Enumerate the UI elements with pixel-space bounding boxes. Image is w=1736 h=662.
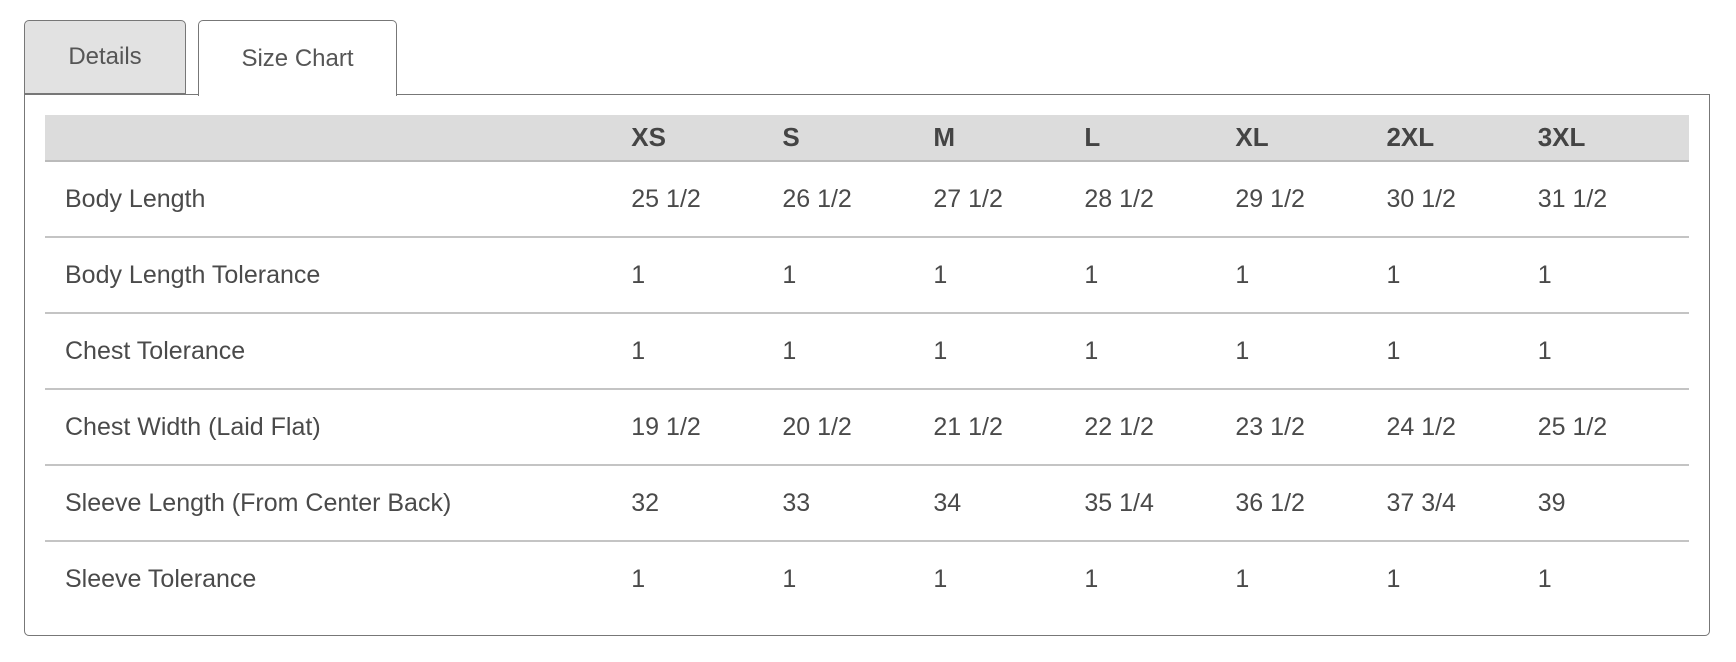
measurement-cell: 31 1/2 (1537, 161, 1689, 238)
header-cell-size: 3XL (1537, 115, 1689, 162)
measurement-cell: 37 3/4 (1386, 465, 1538, 542)
measurement-cell: 21 1/2 (933, 389, 1085, 466)
measurement-cell: 25 1/2 (1537, 389, 1689, 466)
measurement-cell: 1 (1235, 564, 1250, 593)
row-label: Chest Tolerance (45, 313, 632, 390)
measurement-cell: 35 1/4 (1084, 465, 1236, 542)
tab-label: Size Chart (241, 44, 354, 72)
measurement-cell: 1 (782, 237, 934, 314)
measurement-cell: 19 1/2 (631, 389, 783, 466)
measurement-cell: 1 (933, 564, 948, 593)
row-label: Sleeve Tolerance (65, 564, 257, 593)
measurement-cell: 1 (1235, 313, 1387, 390)
measurement-cell: 28 1/2 (1084, 161, 1236, 238)
table-row: Sleeve Tolerance 1 1 1 1 1 1 1 (45, 541, 1689, 616)
header-cell-size: XL (1235, 115, 1387, 162)
measurement-cell: 1 (631, 237, 783, 314)
table-row: Chest Tolerance 1 1 1 1 1 1 1 (45, 313, 1689, 390)
measurement-cell: 30 1/2 (1386, 161, 1538, 238)
header-cell-size: M (933, 115, 1085, 162)
header-cell-size: XS (631, 115, 783, 162)
table-header-row: XS S M L XL 2XL 3XL (45, 115, 1689, 162)
measurement-cell: 1 (1386, 237, 1538, 314)
table-row: Body Length 25 1/2 26 1/2 27 1/2 28 1/2 29 1/… (45, 161, 1689, 238)
measurement-cell: 22 1/2 (1084, 389, 1236, 466)
measurement-cell: 1 (933, 313, 1085, 390)
measurement-cell: 1 (631, 564, 646, 593)
measurement-cell: 27 1/2 (933, 161, 1085, 238)
measurement-cell: 20 1/2 (782, 389, 934, 466)
size-chart-panel: XS S M L XL 2XL 3XL Body Length 25 1/2 26 1/2 27 … (24, 94, 1710, 636)
row-label: Chest Width (Laid Flat) (45, 389, 632, 466)
measurement-cell: 1 (1084, 237, 1236, 314)
measurement-cell: 1 (1235, 237, 1387, 314)
measurement-cell: 1 (1537, 564, 1552, 593)
header-cell-size: 2XL (1386, 115, 1538, 162)
measurement-cell: 25 1/2 (631, 161, 783, 238)
measurement-cell: 1 (782, 313, 934, 390)
size-chart-table: XS S M L XL 2XL 3XL Body Length 25 1/2 26 1/2 27 … (45, 115, 1689, 616)
measurement-cell: 1 (1386, 313, 1538, 390)
measurement-cell: 29 1/2 (1235, 161, 1387, 238)
measurement-cell: 1 (933, 237, 1085, 314)
header-cell-size: L (1084, 115, 1236, 162)
measurement-cell: 1 (631, 313, 783, 390)
measurement-cell: 32 (631, 465, 783, 542)
tab-details[interactable]: Details (24, 20, 186, 94)
tab-label: Details (68, 43, 142, 70)
measurement-cell: 26 1/2 (782, 161, 934, 238)
measurement-cell: 34 (933, 465, 1085, 542)
measurement-cell: 24 1/2 (1386, 389, 1538, 466)
header-cell-size: S (782, 115, 934, 162)
measurement-cell: 1 (1537, 313, 1689, 390)
row-label: Body Length Tolerance (45, 237, 632, 314)
measurement-cell: 36 1/2 (1235, 465, 1387, 542)
measurement-cell: 1 (782, 564, 797, 593)
row-label: Sleeve Length (From Center Back) (45, 465, 632, 542)
table-row: Sleeve Length (From Center Back) 32 33 34 35… (45, 465, 1689, 542)
measurement-cell: 23 1/2 (1235, 389, 1387, 466)
row-label: Body Length (45, 161, 632, 238)
table-row: Body Length Tolerance 1 1 1 1 1 1 1 (45, 237, 1689, 314)
measurement-cell: 1 (1084, 313, 1236, 390)
measurement-cell: 1 (1084, 564, 1099, 593)
measurement-cell: 33 (782, 465, 934, 542)
header-cell-empty (45, 115, 632, 162)
measurement-cell: 1 (1537, 237, 1689, 314)
table-row: Chest Width (Laid Flat) 19 1/2 20 1/2 21 1/… (45, 389, 1689, 466)
measurement-cell: 1 (1386, 564, 1401, 593)
measurement-cell: 39 (1537, 465, 1689, 542)
tab-size-chart[interactable]: Size Chart (198, 20, 397, 96)
